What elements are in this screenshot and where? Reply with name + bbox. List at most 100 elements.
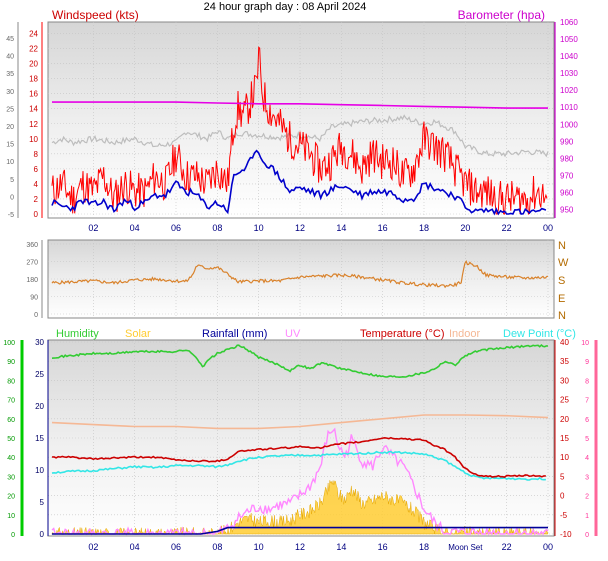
rainfall-tick-label: 0 <box>40 530 45 539</box>
temperature-tick-label: -5 <box>560 511 568 520</box>
uv-axis: 0 1 2 3 4 5 6 7 8 9 10 <box>581 340 598 539</box>
compass-label: W <box>558 257 569 269</box>
uv-tick-label: 2 <box>585 494 589 501</box>
compass-label: E <box>558 293 565 305</box>
climate-series <box>51 344 549 536</box>
barometer-tick-label: 1010 <box>560 103 578 112</box>
climate-x-tick-label: 08 <box>212 542 222 552</box>
direction-tick-label: 0 <box>34 312 38 319</box>
temperature-tick-label: 0 <box>560 492 565 501</box>
temperature-tick-label: 15 <box>560 434 569 443</box>
wind-outer-tick-label: 15 <box>6 142 14 149</box>
humidity-tick-label: 60 <box>7 417 15 424</box>
rainfall-tick-label: 25 <box>35 370 44 379</box>
indoor-temperature-line <box>51 414 549 430</box>
uv-tick-label: 8 <box>585 378 589 385</box>
compass-label: S <box>558 275 565 287</box>
wind-outer-tick-label: 45 <box>6 36 14 43</box>
barometer-line <box>52 101 548 109</box>
temperature-tick-label: 20 <box>560 415 569 424</box>
climate-legend: Humidity Solar Rainfall (mm) UV Temperature … <box>56 328 576 340</box>
wind-inner-tick-label: 24 <box>29 30 38 39</box>
climate-x-tick-label: 00 <box>543 542 553 552</box>
temperature-tick-label: -10 <box>560 530 572 539</box>
wind-inner-tick-label: 20 <box>29 60 38 69</box>
direction-tick-label: 360 <box>26 242 38 249</box>
climate-x-tick-label: 22 <box>502 542 512 552</box>
wind-inner-tick-label: 6 <box>34 165 39 174</box>
barometer-tick-label: 990 <box>560 137 574 146</box>
wind-inner-tick-label: 0 <box>34 210 39 219</box>
chart-title: 24 hour graph day : 08 April 2024 <box>204 1 367 13</box>
uv-tick-label: 3 <box>585 474 589 481</box>
humidity-tick-label: 100 <box>3 340 15 347</box>
humidity-tick-label: 40 <box>7 455 15 462</box>
temperature-tick-label: 5 <box>560 472 565 481</box>
barometer-tick-label: 980 <box>560 154 574 163</box>
rainfall-tick-label: 10 <box>35 466 44 475</box>
climate-legend-label: Dew Point (°C) <box>503 328 576 340</box>
wind-x-tick-label: 12 <box>295 223 305 233</box>
windspeed-average-line <box>51 149 547 216</box>
wind-inner-tick-label: 4 <box>34 180 39 189</box>
climate-x-tick-label: 18 <box>419 542 429 552</box>
barometer-label: Barometer (hpa) <box>458 8 545 22</box>
wind-outer-tick-label: 10 <box>6 159 14 166</box>
barometer-tick-label: 1040 <box>560 52 578 61</box>
wind-x-tick-label: 10 <box>254 223 264 233</box>
climate-legend-label: Temperature (°C) <box>360 328 444 340</box>
wind-inner-tick-label: 16 <box>29 90 38 99</box>
humidity-axis: 0 10 20 30 40 50 60 70 80 90 100 <box>3 340 24 539</box>
temperature-axis: -10 -5 0 5 10 15 20 25 30 35 40 <box>554 338 572 539</box>
wind-x-tick-label: 16 <box>378 223 388 233</box>
uv-tick-label: 6 <box>585 417 589 424</box>
rainfall-tick-label: 20 <box>35 402 44 411</box>
wind-x-tick-label: 04 <box>130 223 140 233</box>
wind-x-tick-label: 06 <box>171 223 181 233</box>
uv-tick-label: 7 <box>585 398 589 405</box>
rainfall-tick-label: 15 <box>35 434 44 443</box>
wind-outer-tick-label: 5 <box>10 177 14 184</box>
humidity-tick-label: 30 <box>7 474 15 481</box>
wind-x-tick-label: 00 <box>543 223 553 233</box>
temperature-tick-label: 10 <box>560 453 569 462</box>
wind-x-tick-label: 20 <box>460 223 470 233</box>
climate-legend-label: Solar <box>125 328 151 340</box>
barometer-tick-label: 1000 <box>560 120 578 129</box>
solar-area <box>51 480 549 535</box>
barometer-tick-label: 1060 <box>560 18 578 27</box>
wind-inner-tick-label: 2 <box>34 195 39 204</box>
climate-legend-label: Rainfall (mm) <box>202 328 267 340</box>
climate-x-tick-label: 10 <box>254 542 264 552</box>
humidity-line <box>51 344 549 379</box>
direction-tick-label: 270 <box>26 260 38 267</box>
rainfall-tick-label: 5 <box>40 498 45 507</box>
temperature-tick-label: 40 <box>560 338 569 347</box>
wind-outer-tick-label: 25 <box>6 106 14 113</box>
uv-tick-label: 9 <box>585 359 589 366</box>
wind-series <box>51 46 549 216</box>
wind-direction-line <box>51 259 549 289</box>
wind-outer-tick-label: -5 <box>8 212 14 219</box>
barometer-tick-label: 1050 <box>560 35 578 44</box>
climate-x-tick-label: 02 <box>88 542 98 552</box>
uv-tick-label: 10 <box>581 340 589 347</box>
wind-x-tick-label: 02 <box>88 223 98 233</box>
direction-tick-label: 90 <box>30 295 38 302</box>
temperature-tick-label: 35 <box>560 357 569 366</box>
wind-x-tick-label: 22 <box>502 223 512 233</box>
wind-outer-tick-label: 20 <box>6 124 14 131</box>
direction-tick-label: 180 <box>26 277 38 284</box>
barometer-tick-label: 960 <box>560 188 574 197</box>
barometer-tick-label: 970 <box>560 171 574 180</box>
wind-inner-tick-label: 10 <box>29 135 38 144</box>
barometer-tick-label: 1030 <box>560 69 578 78</box>
barometer-tick-label: 1020 <box>560 86 578 95</box>
temperature-tick-label: 30 <box>560 376 569 385</box>
wind-x-tick-label: 08 <box>212 223 222 233</box>
humidity-tick-label: 10 <box>7 513 15 520</box>
climate-x-axis: 02 04 06 08 10 12 14 16 18 Moon Set 22 00 <box>88 542 553 552</box>
